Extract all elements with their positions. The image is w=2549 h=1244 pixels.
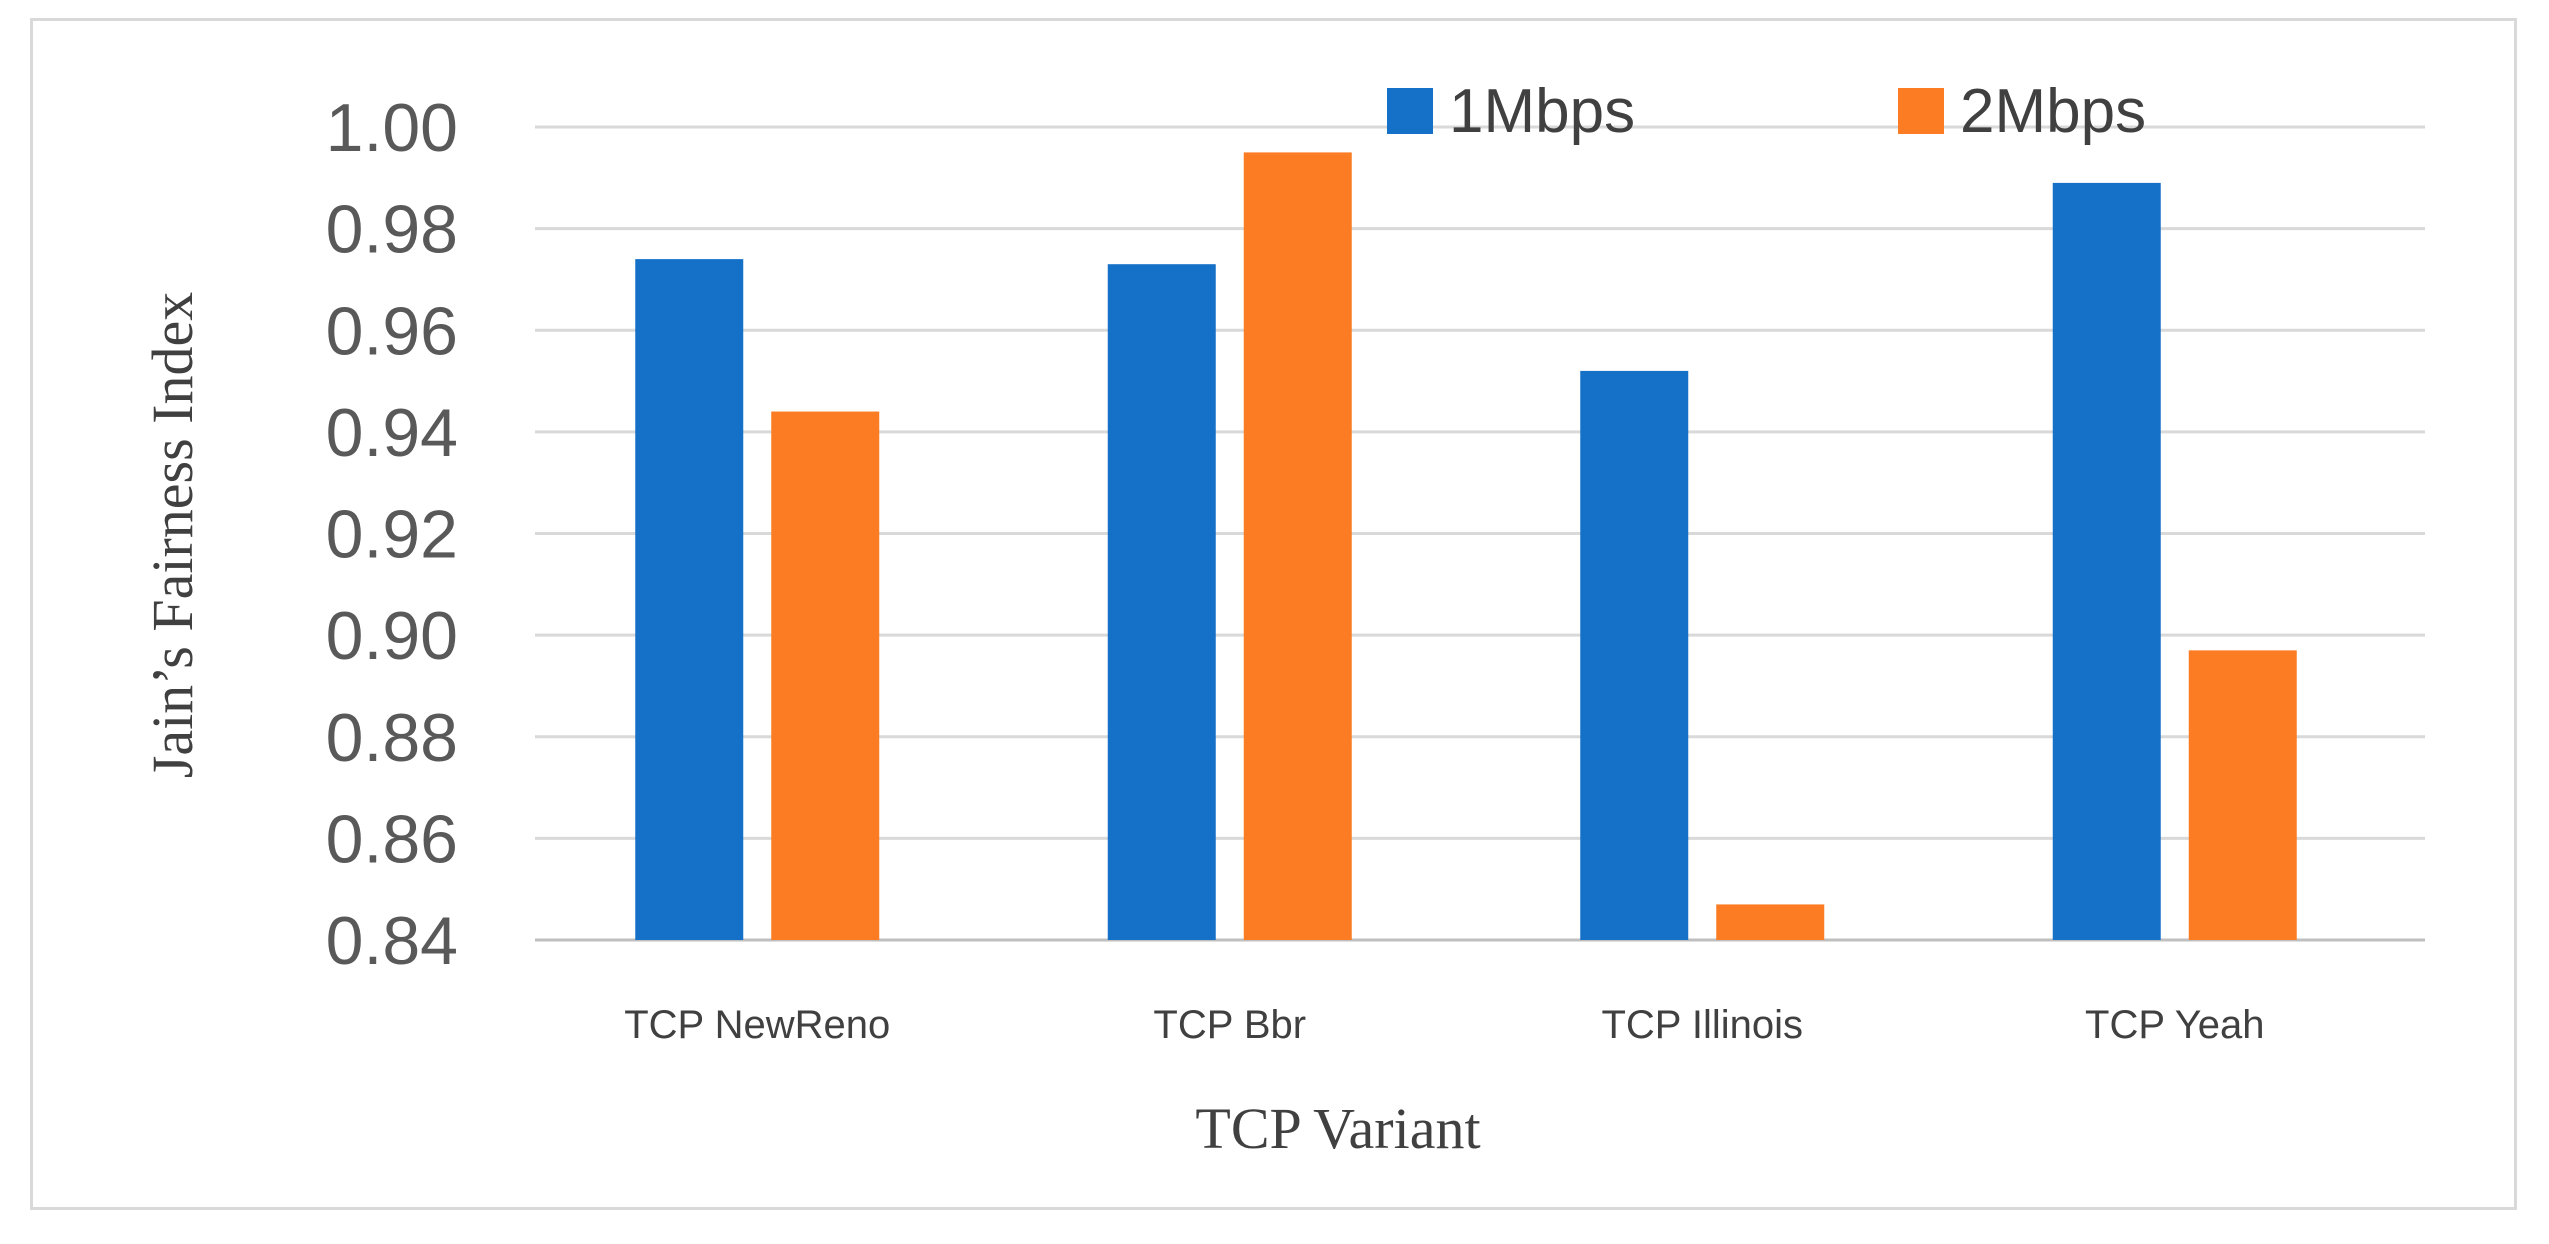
legend-swatch — [1387, 88, 1433, 134]
x-category-label: TCP NewReno — [624, 1003, 890, 1047]
y-tick-label: 0.84 — [326, 903, 458, 979]
x-category-label: TCP Yeah — [2085, 1003, 2264, 1047]
x-axis-categories: TCP NewReno TCP Bbr TCP Illinois TCP Yeah — [624, 1003, 2264, 1047]
bar-1mbps-tcp-illinois — [1580, 370, 1689, 940]
y-tick-label: 0.88 — [326, 700, 458, 776]
legend: 1Mbps 2Mbps — [1387, 77, 2146, 146]
x-category-label: TCP Bbr — [1153, 1003, 1306, 1047]
y-tick-label: 1.00 — [326, 90, 458, 166]
x-axis-title: TCP Variant — [1195, 1096, 1480, 1161]
legend-label: 2Mbps — [1960, 77, 2146, 146]
bar-2mbps-tcp-illinois — [1716, 904, 1825, 940]
y-tick-label: 0.96 — [326, 293, 458, 369]
legend-label: 1Mbps — [1449, 77, 1635, 146]
legend-swatch — [1898, 88, 1944, 134]
bar-1mbps-tcp-yeah — [2052, 182, 2161, 941]
bar-2mbps-tcp-newreno — [771, 411, 880, 940]
bar-2mbps-tcp-bbr — [1243, 152, 1352, 940]
y-tick-label: 0.92 — [326, 497, 458, 573]
y-tick-label: 0.86 — [326, 801, 458, 877]
bars — [635, 152, 2297, 941]
bar-1mbps-tcp-newreno — [635, 259, 744, 940]
y-axis-title: Jain’s Fairness Index — [140, 292, 205, 779]
y-tick-label: 0.98 — [326, 192, 458, 268]
y-tick-label: 0.90 — [326, 598, 458, 674]
y-axis-ticks: 0.84 0.86 0.88 0.90 0.92 0.94 0.96 0.98 1.00 — [326, 90, 458, 979]
bar-2mbps-tcp-yeah — [2188, 650, 2297, 940]
bar-1mbps-tcp-bbr — [1107, 264, 1216, 941]
x-category-label: TCP Illinois — [1601, 1003, 1803, 1047]
y-tick-label: 0.94 — [326, 395, 458, 471]
